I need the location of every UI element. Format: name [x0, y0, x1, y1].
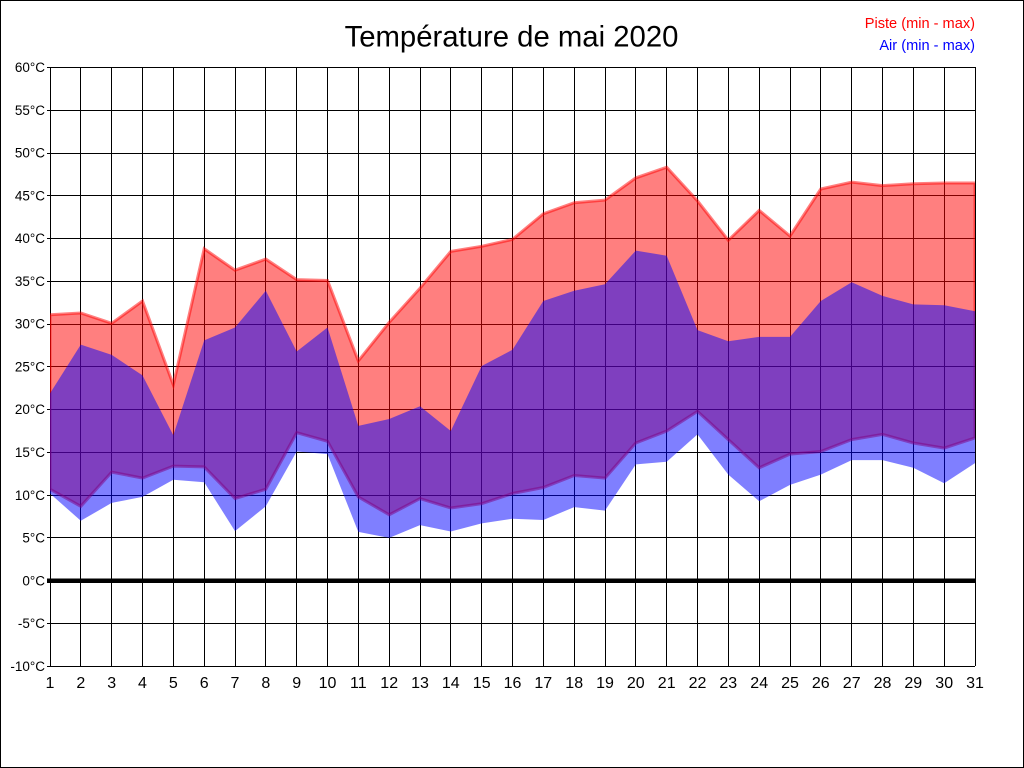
svg-text:21: 21	[658, 675, 676, 692]
svg-text:55°C: 55°C	[15, 103, 45, 118]
svg-text:10: 10	[319, 675, 337, 692]
svg-text:15°C: 15°C	[15, 445, 45, 460]
svg-text:10°C: 10°C	[15, 488, 45, 503]
svg-text:20°C: 20°C	[15, 402, 45, 417]
svg-text:50°C: 50°C	[15, 146, 45, 161]
svg-text:-5°C: -5°C	[18, 616, 45, 631]
svg-text:31: 31	[966, 675, 984, 692]
svg-text:19: 19	[596, 675, 614, 692]
svg-text:15: 15	[473, 675, 491, 692]
svg-text:30°C: 30°C	[15, 317, 45, 332]
svg-text:4: 4	[138, 675, 147, 692]
svg-text:2: 2	[76, 675, 85, 692]
svg-text:16: 16	[504, 675, 522, 692]
svg-text:12: 12	[380, 675, 398, 692]
svg-text:25: 25	[781, 675, 799, 692]
svg-text:18: 18	[565, 675, 583, 692]
svg-text:40°C: 40°C	[15, 231, 45, 246]
svg-text:5: 5	[169, 675, 178, 692]
svg-text:Piste (min - max): Piste (min - max)	[865, 16, 975, 32]
svg-text:6: 6	[200, 675, 209, 692]
svg-text:23: 23	[719, 675, 737, 692]
svg-text:3: 3	[107, 675, 116, 692]
svg-text:Air (min - max): Air (min - max)	[879, 38, 975, 54]
svg-text:20: 20	[627, 675, 645, 692]
svg-text:11: 11	[350, 675, 367, 692]
svg-text:8: 8	[261, 675, 270, 692]
svg-text:29: 29	[904, 675, 922, 692]
svg-text:35°C: 35°C	[15, 274, 45, 289]
svg-text:0°C: 0°C	[22, 573, 45, 588]
svg-text:25°C: 25°C	[15, 360, 45, 375]
svg-text:9: 9	[292, 675, 301, 692]
svg-text:13: 13	[411, 675, 429, 692]
svg-text:27: 27	[843, 675, 861, 692]
svg-text:1: 1	[46, 675, 55, 692]
svg-text:28: 28	[874, 675, 892, 692]
svg-text:30: 30	[935, 675, 953, 692]
svg-text:60°C: 60°C	[15, 60, 45, 75]
svg-text:26: 26	[812, 675, 830, 692]
svg-text:22: 22	[689, 675, 707, 692]
svg-text:24: 24	[750, 675, 768, 692]
svg-text:14: 14	[442, 675, 460, 692]
svg-text:Température de mai 2020: Température de mai 2020	[345, 21, 679, 54]
svg-text:45°C: 45°C	[15, 188, 45, 203]
svg-text:-10°C: -10°C	[10, 659, 45, 674]
svg-text:7: 7	[231, 675, 240, 692]
svg-text:17: 17	[534, 675, 552, 692]
svg-text:5°C: 5°C	[22, 531, 45, 546]
